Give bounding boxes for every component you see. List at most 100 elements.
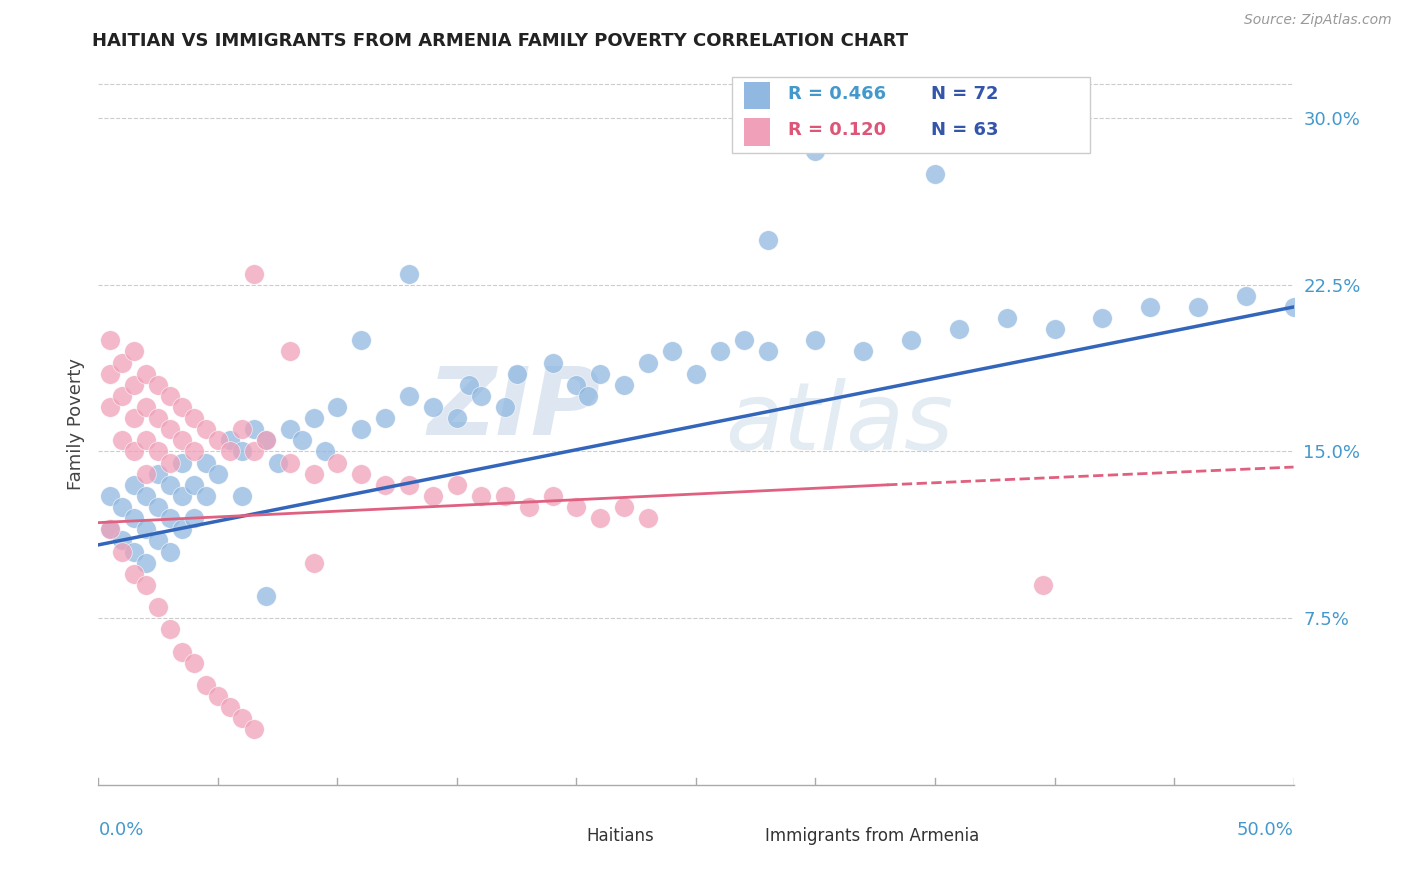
Point xyxy=(124,344,146,359)
Point xyxy=(278,422,301,436)
Point xyxy=(172,489,194,503)
Point xyxy=(852,344,875,359)
FancyBboxPatch shape xyxy=(733,826,754,847)
Point xyxy=(219,434,242,448)
Point xyxy=(172,644,194,658)
Point xyxy=(506,367,529,381)
Point xyxy=(159,456,181,470)
Text: Haitians: Haitians xyxy=(586,827,654,845)
Point xyxy=(398,267,420,281)
Point xyxy=(804,145,827,159)
Point xyxy=(278,456,301,470)
Point xyxy=(1282,300,1305,314)
Point xyxy=(398,478,420,492)
Point xyxy=(709,344,731,359)
Point xyxy=(565,377,588,392)
Point xyxy=(111,389,134,403)
Point xyxy=(637,511,659,525)
Point xyxy=(111,500,134,514)
Point xyxy=(148,444,170,458)
Point xyxy=(159,544,181,558)
Point xyxy=(195,489,218,503)
Point xyxy=(111,355,134,369)
Point xyxy=(804,334,827,348)
Point xyxy=(135,367,157,381)
Point xyxy=(267,456,290,470)
Point xyxy=(195,456,218,470)
Point xyxy=(135,578,157,592)
Point xyxy=(172,400,194,414)
Point xyxy=(195,678,218,692)
Point xyxy=(541,489,564,503)
Point xyxy=(254,434,277,448)
Point xyxy=(326,400,349,414)
Point xyxy=(1234,289,1257,303)
Point xyxy=(148,467,170,481)
Point xyxy=(159,478,181,492)
Point xyxy=(1139,300,1161,314)
Point xyxy=(124,478,146,492)
Point xyxy=(135,400,157,414)
Point xyxy=(148,533,170,548)
Point xyxy=(172,522,194,536)
Point xyxy=(98,367,122,381)
Point xyxy=(446,411,468,425)
Point xyxy=(243,267,266,281)
Point xyxy=(494,400,516,414)
Point xyxy=(1043,322,1066,336)
Point xyxy=(470,389,492,403)
Point xyxy=(135,556,157,570)
Point xyxy=(1091,311,1114,326)
Point xyxy=(207,467,229,481)
Point xyxy=(159,511,181,525)
Point xyxy=(135,522,157,536)
Point xyxy=(458,377,481,392)
Text: Source: ZipAtlas.com: Source: ZipAtlas.com xyxy=(1244,13,1392,28)
Point xyxy=(98,334,122,348)
Point xyxy=(422,400,444,414)
Point xyxy=(1032,578,1054,592)
Point xyxy=(350,467,373,481)
Text: ZIP: ZIP xyxy=(427,363,600,455)
Point xyxy=(446,478,468,492)
Y-axis label: Family Poverty: Family Poverty xyxy=(66,358,84,490)
Point xyxy=(302,411,325,425)
Point xyxy=(291,434,314,448)
Point xyxy=(302,467,325,481)
Point xyxy=(148,377,170,392)
Point xyxy=(374,411,396,425)
Point xyxy=(589,367,612,381)
Point xyxy=(995,311,1018,326)
Point xyxy=(207,689,229,703)
Point xyxy=(900,334,922,348)
Point xyxy=(422,489,444,503)
Point xyxy=(254,589,277,603)
Point xyxy=(231,422,253,436)
Text: N = 63: N = 63 xyxy=(931,121,998,139)
Point xyxy=(231,444,253,458)
Point xyxy=(350,334,373,348)
Point xyxy=(613,500,636,514)
Point xyxy=(374,478,396,492)
Point xyxy=(565,500,588,514)
Point xyxy=(541,355,564,369)
Point xyxy=(243,422,266,436)
Point xyxy=(578,389,600,403)
Point xyxy=(124,377,146,392)
Point xyxy=(231,489,253,503)
Point xyxy=(756,233,779,247)
Point xyxy=(98,400,122,414)
Text: 0.0%: 0.0% xyxy=(98,821,143,839)
Point xyxy=(98,522,122,536)
Text: HAITIAN VS IMMIGRANTS FROM ARMENIA FAMILY POVERTY CORRELATION CHART: HAITIAN VS IMMIGRANTS FROM ARMENIA FAMIL… xyxy=(93,32,908,50)
Point xyxy=(756,344,779,359)
Point xyxy=(159,389,181,403)
FancyBboxPatch shape xyxy=(733,77,1091,153)
Point xyxy=(159,623,181,637)
Point xyxy=(517,500,540,514)
Point xyxy=(470,489,492,503)
Point xyxy=(183,511,205,525)
FancyBboxPatch shape xyxy=(744,82,770,110)
Point xyxy=(1187,300,1209,314)
Text: R = 0.120: R = 0.120 xyxy=(787,121,886,139)
